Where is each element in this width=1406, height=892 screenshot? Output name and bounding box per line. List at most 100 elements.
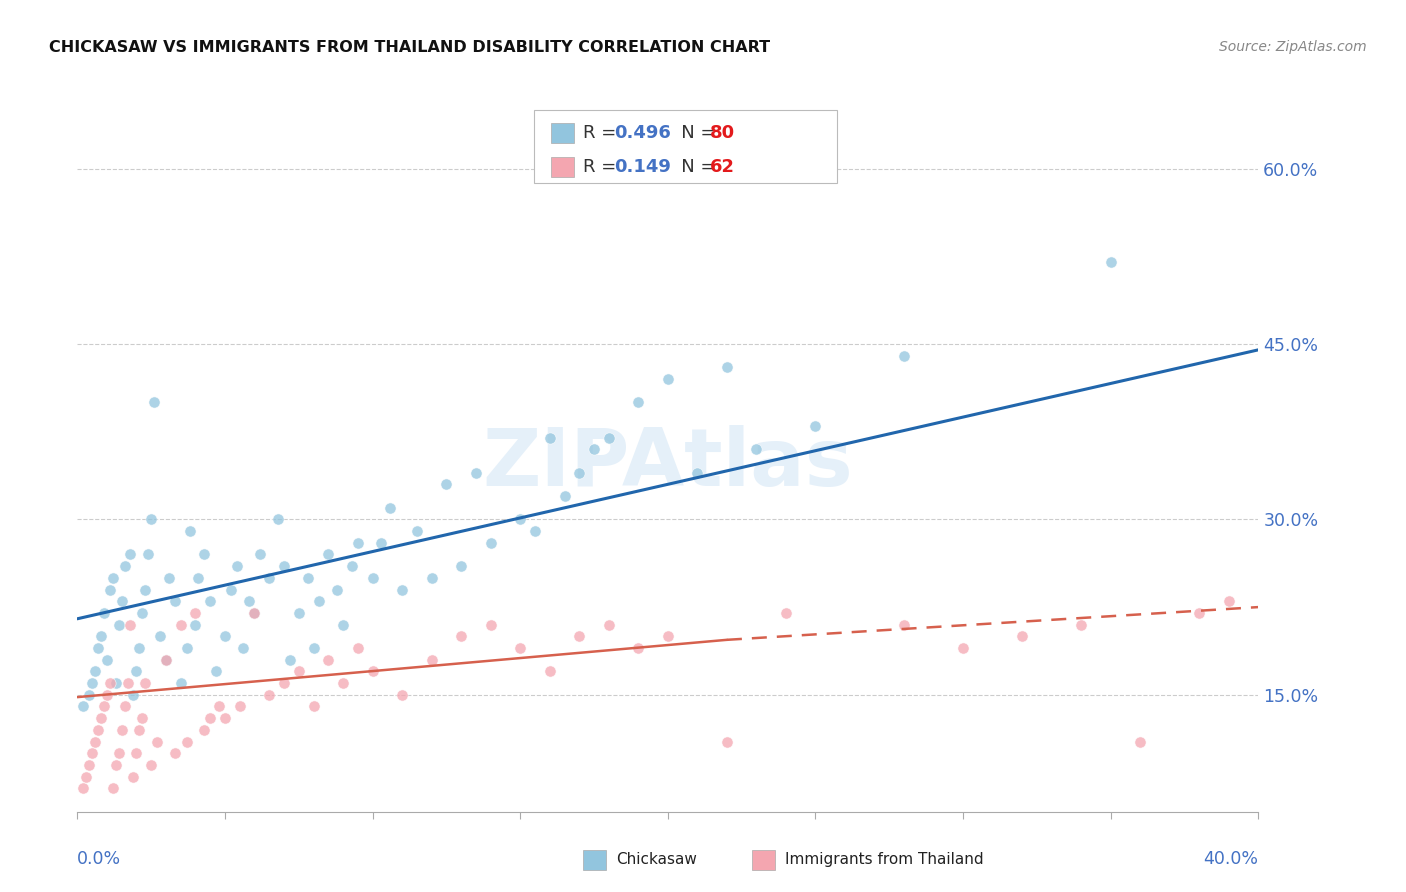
Point [149, 629, 172, 643]
Point [302, 640, 325, 655]
Point [347, 640, 370, 655]
Text: 40.0%: 40.0% [1204, 850, 1258, 868]
Point [243, 606, 266, 620]
Text: 0.0%: 0.0% [77, 850, 121, 868]
Point [72, 781, 94, 796]
Point [745, 442, 768, 457]
Point [568, 629, 591, 643]
Point [273, 559, 295, 574]
Point [157, 571, 180, 585]
Point [524, 524, 547, 538]
Point [598, 431, 620, 445]
Point [87, 640, 110, 655]
Point [77, 758, 100, 772]
Text: N =: N = [664, 124, 721, 142]
Point [278, 653, 301, 667]
Point [184, 617, 207, 632]
Point [380, 500, 402, 515]
Point [120, 548, 142, 562]
Point [141, 758, 163, 772]
Point [1218, 594, 1240, 608]
Point [332, 617, 354, 632]
Point [136, 548, 159, 562]
Point [391, 688, 413, 702]
Point [104, 676, 127, 690]
Point [259, 571, 281, 585]
Point [893, 349, 915, 363]
Point [326, 582, 349, 597]
Point [479, 535, 502, 549]
Point [318, 548, 340, 562]
Point [465, 466, 488, 480]
Point [98, 582, 121, 597]
Point [509, 512, 531, 526]
Point [208, 699, 231, 714]
Point [229, 699, 252, 714]
Point [114, 699, 136, 714]
Point [134, 582, 156, 597]
Point [267, 512, 290, 526]
Point [627, 395, 650, 409]
Point [93, 699, 115, 714]
Point [1011, 629, 1033, 643]
Point [187, 571, 209, 585]
Point [84, 665, 107, 679]
Point [87, 723, 110, 737]
Point [125, 746, 148, 760]
Point [214, 629, 236, 643]
Point [72, 699, 94, 714]
Point [96, 688, 118, 702]
Point [131, 606, 153, 620]
Point [450, 629, 472, 643]
Point [273, 676, 295, 690]
Point [238, 594, 260, 608]
Point [225, 559, 247, 574]
Text: Source: ZipAtlas.com: Source: ZipAtlas.com [1219, 40, 1367, 54]
Point [259, 688, 281, 702]
Point [141, 512, 163, 526]
Point [340, 559, 363, 574]
Text: 62: 62 [710, 158, 735, 176]
Point [75, 770, 97, 784]
Point [179, 524, 201, 538]
Point [155, 653, 177, 667]
Point [131, 711, 153, 725]
Point [205, 665, 228, 679]
Point [90, 629, 112, 643]
Point [450, 559, 472, 574]
Text: Immigrants from Thailand: Immigrants from Thailand [785, 853, 983, 867]
Text: 0.496: 0.496 [614, 124, 671, 142]
Point [111, 594, 132, 608]
Text: R =: R = [583, 124, 623, 142]
Point [406, 524, 429, 538]
Point [657, 629, 679, 643]
Point [420, 653, 443, 667]
Text: Chickasaw: Chickasaw [616, 853, 697, 867]
Point [170, 617, 193, 632]
Point [122, 770, 145, 784]
Point [120, 617, 142, 632]
Point [1070, 617, 1092, 632]
Point [90, 711, 112, 725]
Point [775, 606, 797, 620]
Point [598, 617, 620, 632]
Point [370, 535, 392, 549]
Point [122, 688, 145, 702]
Point [111, 723, 132, 737]
Point [952, 640, 974, 655]
Text: 0.149: 0.149 [614, 158, 671, 176]
Point [98, 676, 121, 690]
Point [176, 640, 198, 655]
Point [96, 653, 118, 667]
Point [1188, 606, 1211, 620]
Point [77, 688, 100, 702]
Point [163, 746, 186, 760]
Text: R =: R = [583, 158, 623, 176]
Point [82, 746, 104, 760]
Point [288, 606, 311, 620]
Point [249, 548, 271, 562]
Point [101, 571, 124, 585]
Point [155, 653, 177, 667]
Point [1099, 255, 1122, 269]
Point [84, 734, 107, 748]
